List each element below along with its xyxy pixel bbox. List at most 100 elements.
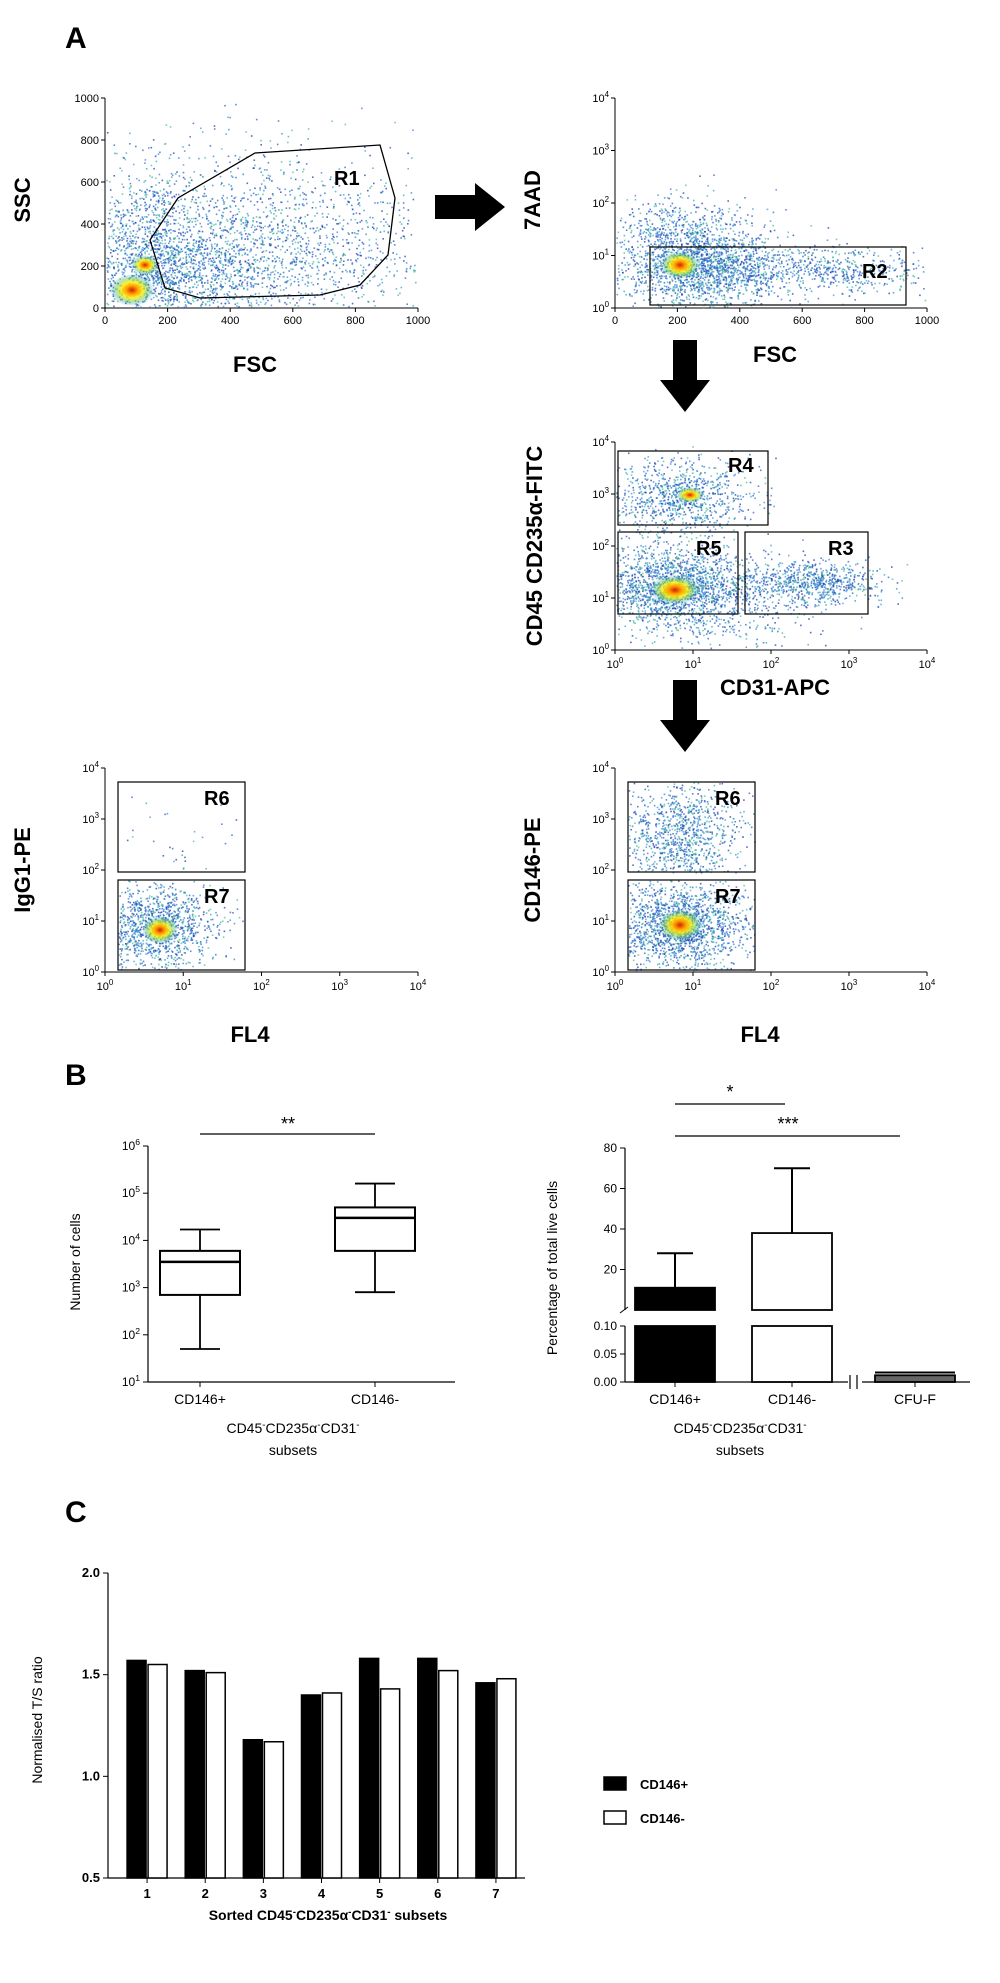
- event-dot: [136, 305, 138, 307]
- event-dot: [765, 290, 767, 292]
- event-dot: [358, 196, 361, 199]
- event-dot: [215, 223, 217, 225]
- event-dot: [169, 238, 172, 241]
- event-dot: [711, 234, 714, 236]
- event-dot: [127, 242, 129, 244]
- event-dot: [281, 260, 283, 263]
- event-dot: [725, 283, 728, 285]
- event-dot: [184, 273, 186, 276]
- event-dot: [351, 302, 354, 305]
- event-dot: [751, 240, 753, 242]
- event-dot: [270, 271, 272, 274]
- event-dot: [218, 268, 220, 271]
- panel-letter-b: B: [65, 1059, 87, 1092]
- event-dot: [203, 248, 206, 251]
- event-dot: [169, 269, 171, 272]
- event-dot: [193, 201, 196, 204]
- event-dot: [848, 261, 851, 264]
- event-dot: [369, 216, 371, 219]
- event-dot: [299, 248, 302, 251]
- event-dot: [159, 232, 162, 235]
- event-dot: [206, 254, 209, 257]
- event-dot: [304, 222, 306, 225]
- event-dot: [773, 258, 775, 260]
- event-dot: [206, 247, 209, 249]
- event-dot: [129, 225, 131, 228]
- event-dot: [797, 276, 800, 279]
- event-dot: [141, 222, 144, 224]
- event-dot: [155, 203, 157, 206]
- event-dot: [291, 262, 293, 265]
- event-dot: [882, 267, 884, 270]
- event-dot: [712, 291, 715, 294]
- event-dot: [274, 209, 277, 212]
- event-dot: [158, 253, 160, 255]
- event-dot: [149, 189, 151, 192]
- event-dot: [629, 294, 631, 297]
- event-dot: [224, 253, 227, 255]
- event-dot: [357, 230, 360, 232]
- event-dot: [109, 280, 111, 283]
- event-dot: [202, 295, 204, 298]
- event-dot: [263, 256, 265, 258]
- event-dot: [712, 276, 715, 278]
- event-dot: [192, 266, 195, 268]
- event-dot: [854, 249, 857, 251]
- event-dot: [703, 279, 706, 281]
- event-dot: [853, 275, 856, 277]
- event-dot: [253, 269, 256, 272]
- event-dot: [733, 214, 736, 216]
- event-dot: [722, 259, 724, 261]
- event-dot: [202, 301, 204, 303]
- event-dot: [403, 217, 405, 219]
- event-dot: [760, 258, 763, 260]
- event-dot: [108, 260, 111, 262]
- event-dot: [148, 279, 151, 281]
- event-dot: [793, 263, 795, 265]
- event-dot: [242, 222, 245, 224]
- event-dot: [757, 237, 760, 239]
- event-dot: [394, 121, 396, 124]
- event-dot: [180, 241, 183, 243]
- event-dot: [619, 241, 622, 244]
- event-dot: [342, 264, 345, 266]
- event-dot: [122, 209, 124, 212]
- event-dot: [176, 298, 178, 301]
- event-dot: [167, 298, 169, 300]
- event-dot: [623, 290, 625, 293]
- event-dot: [700, 271, 703, 274]
- event-dot: [201, 175, 204, 178]
- event-dot: [220, 289, 222, 291]
- event-dot: [785, 209, 787, 211]
- event-dot: [716, 302, 718, 304]
- event-dot: [131, 220, 134, 223]
- density-hotspot-secondary: [131, 255, 159, 275]
- event-dot: [737, 293, 740, 295]
- event-dot: [188, 302, 190, 304]
- event-dot: [191, 279, 193, 282]
- event-dot: [268, 276, 271, 279]
- event-dot: [753, 267, 756, 269]
- event-dot: [798, 275, 800, 277]
- event-dot: [228, 262, 231, 264]
- event-dot: [158, 257, 161, 260]
- event-dot: [638, 270, 641, 273]
- event-dot: [189, 229, 191, 231]
- event-dot: [711, 238, 714, 240]
- event-dot: [776, 278, 778, 281]
- event-dot: [259, 225, 261, 228]
- event-dot: [856, 271, 859, 273]
- event-dot: [184, 214, 186, 216]
- event-dot: [733, 272, 736, 274]
- event-dot: [109, 218, 112, 220]
- event-dot: [844, 252, 846, 255]
- event-dot: [246, 253, 249, 256]
- event-dot: [686, 298, 688, 300]
- event-dot: [231, 187, 233, 190]
- event-dot: [290, 234, 292, 237]
- event-dot: [284, 194, 287, 196]
- event-dot: [135, 215, 138, 217]
- event-dot: [287, 141, 289, 144]
- event-dot: [748, 278, 751, 281]
- event-dot: [262, 193, 264, 196]
